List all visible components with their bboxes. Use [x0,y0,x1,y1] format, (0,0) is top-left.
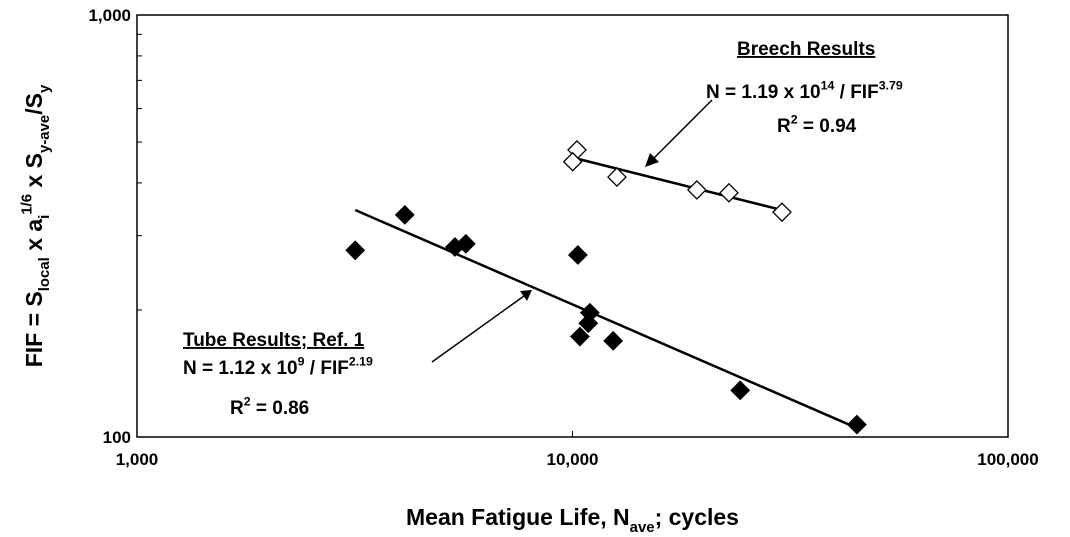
label-text: N = 1.19 x 10 [706,82,821,103]
y-tick-label: 1,000 [88,6,131,25]
point [846,414,867,435]
legend-label: Breech Results [737,39,875,60]
script-text: 2 [791,112,798,126]
arrow-head [645,153,659,167]
label-text: / FIF [834,82,878,103]
point [719,182,739,203]
script-text: 3.79 [879,78,903,92]
legend-label: Tube Results; Ref. 1 [183,330,365,351]
fit-line [574,156,783,212]
label-text: ; cycles [655,504,739,530]
label-text: N = 1.12 x 10 [183,358,298,379]
label-text: /S [21,93,47,115]
x-tick-label: 1,000 [116,450,159,469]
fit-line [354,208,858,430]
script-text: 1/6 [19,194,36,215]
script-text: 9 [298,354,305,368]
point [345,240,366,261]
y-tick-label: 100 [103,428,131,447]
equation: N = 1.12 x 109 / FIF2.19 [183,354,373,379]
point [730,380,751,401]
label-text: R [230,398,244,419]
label-text: Mean Fatigue Life, N [406,504,630,530]
y-axis-label: FIF = Slocal x ai1/6 x Sy-ave/Sy [19,84,53,367]
point [603,330,624,351]
point [394,204,415,225]
point [562,151,583,172]
arrow [431,295,525,363]
point [578,313,599,334]
script-text: local [36,257,53,291]
point [567,245,588,265]
arrow-head [520,290,532,301]
label-text: x S [21,153,47,194]
r-squared: R2 = 0.86 [230,394,309,419]
script-text: 2.19 [349,354,373,368]
x-tick-label: 100,000 [977,450,1038,469]
x-tick-label: 10,000 [547,450,599,469]
script-text: i [36,215,53,219]
point [686,180,707,200]
script-text: 2 [244,394,251,408]
point [569,326,590,347]
label-text: / FIF [305,358,349,379]
label-text: = 0.86 [251,398,310,419]
point [772,202,792,223]
label-text: = 0.94 [798,116,857,137]
label-text: R [777,116,791,137]
label-text: x a [21,219,47,258]
arrow [651,99,713,161]
script-text: ave [630,519,655,536]
x-axis-label: Mean Fatigue Life, Nave; cycles [406,504,739,536]
point [455,233,476,254]
script-text: 14 [821,78,835,92]
label-text: FIF = S [21,291,47,367]
script-text: y-ave [36,115,53,153]
equation: N = 1.19 x 1014 / FIF3.79 [706,78,903,103]
r-squared: R2 = 0.94 [777,112,857,137]
point [607,167,627,187]
script-text: y [36,84,53,93]
